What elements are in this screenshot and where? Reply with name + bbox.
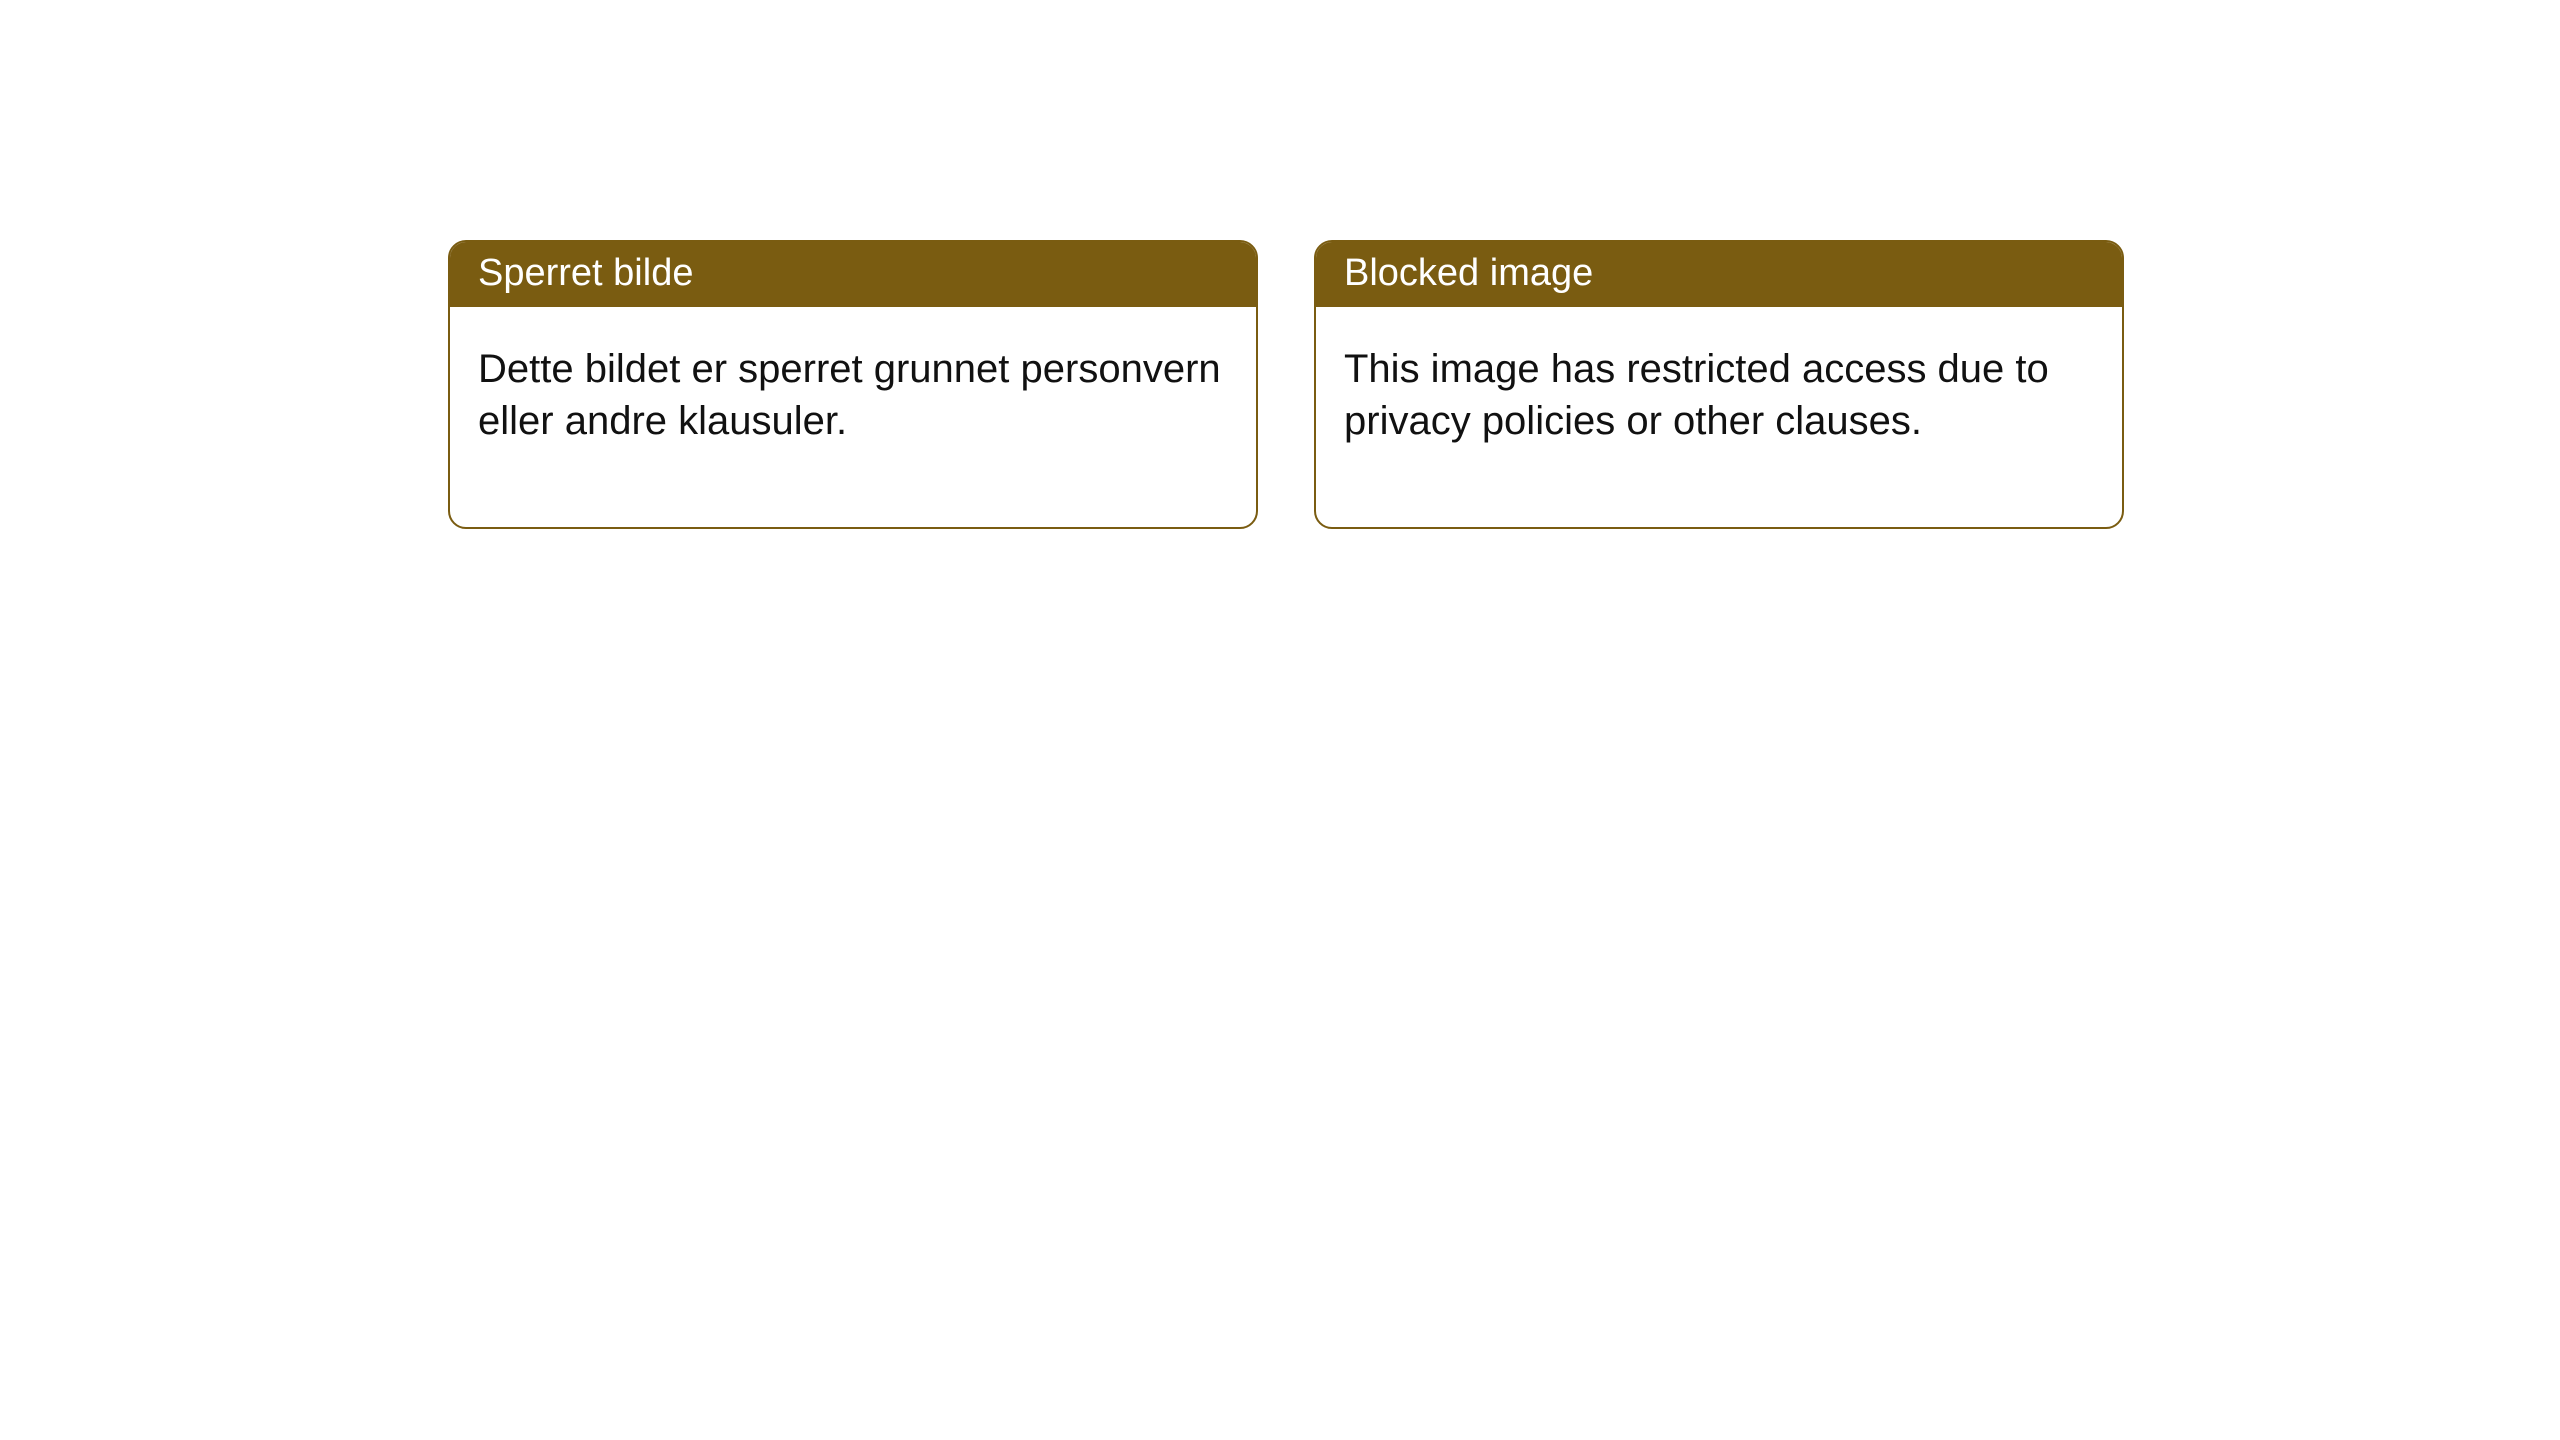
notice-card-english: Blocked image This image has restricted … xyxy=(1314,240,2124,529)
card-header: Blocked image xyxy=(1316,242,2122,307)
card-title: Blocked image xyxy=(1344,252,1593,294)
card-header: Sperret bilde xyxy=(450,242,1256,307)
notice-card-norwegian: Sperret bilde Dette bildet er sperret gr… xyxy=(448,240,1258,529)
card-body: This image has restricted access due to … xyxy=(1316,307,2122,527)
card-body-text: Dette bildet er sperret grunnet personve… xyxy=(478,347,1221,443)
notice-cards-container: Sperret bilde Dette bildet er sperret gr… xyxy=(448,240,2124,529)
card-body-text: This image has restricted access due to … xyxy=(1344,347,2049,443)
card-title: Sperret bilde xyxy=(478,252,693,294)
card-body: Dette bildet er sperret grunnet personve… xyxy=(450,307,1256,527)
